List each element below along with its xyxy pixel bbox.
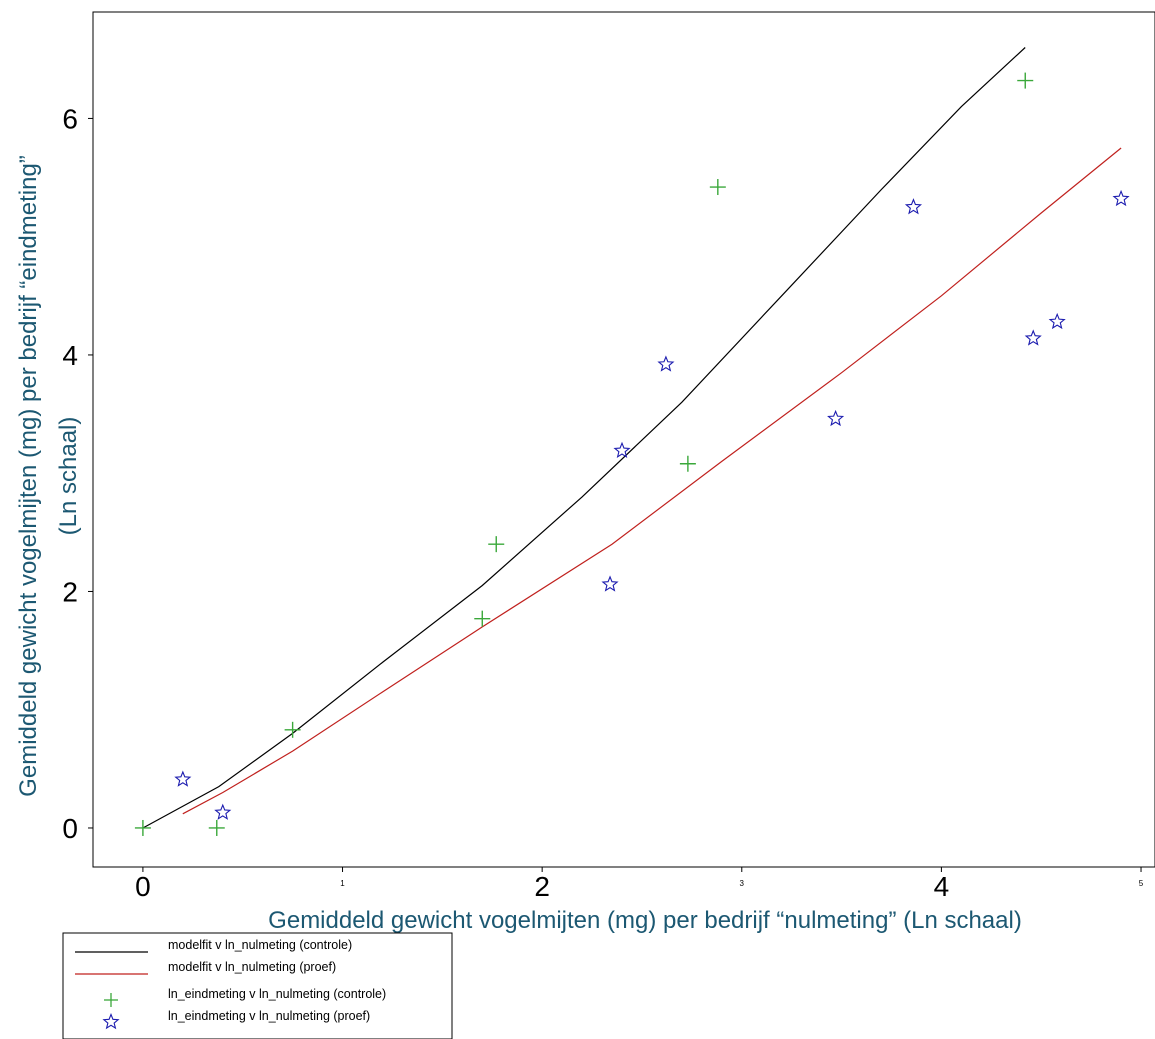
x-tick-label: 1: [340, 879, 345, 888]
legend-label-proef-points: ln_eindmeting v ln_nulmeting (proef): [168, 1009, 370, 1023]
data-point-proef: [613, 441, 631, 458]
x-axis-ticks: 0 1 2 3 4 5: [135, 867, 1144, 902]
y-axis-title-line1: Gemiddeld gewicht vogelmijten (mg) per b…: [15, 155, 42, 797]
y-axis-ticks: 0 2 4 6: [62, 103, 93, 844]
y-axis-title-line2: (Ln schaal): [55, 417, 82, 536]
y-axis-title-group: Gemiddeld gewicht vogelmijten (mg) per b…: [15, 155, 82, 797]
legend-label-control-fit: modelfit v ln_nulmeting (controle): [168, 938, 352, 952]
x-tick-label: 0: [135, 871, 151, 902]
data-point-control: [709, 179, 726, 196]
x-tick-label: 2: [534, 871, 550, 902]
legend: modelfit v ln_nulmeting (controle) model…: [62, 932, 453, 1039]
legend-swatch-proef-points: [102, 1013, 120, 1030]
data-point-proef: [214, 803, 232, 820]
legend-label-control-points: ln_eindmeting v ln_nulmeting (controle): [168, 987, 386, 1001]
data-point-proef: [174, 770, 192, 787]
y-tick-label: 6: [62, 103, 78, 134]
legend-swatch-control-points: [104, 993, 118, 1007]
fit-lines: [142, 47, 1122, 829]
x-axis-title: Gemiddeld gewicht vogelmijten (mg) per b…: [268, 907, 1022, 934]
x-tick-label: 5: [1139, 879, 1144, 888]
data-point-proef: [1048, 312, 1066, 330]
data-point-proef: [601, 575, 619, 592]
x-tick-label: 4: [934, 871, 950, 902]
data-point-control: [679, 455, 696, 472]
series-line-0: [142, 47, 1026, 829]
data-point-proef: [657, 355, 675, 372]
data-markers: [134, 72, 1130, 836]
data-point-control: [208, 819, 225, 836]
data-point-control: [134, 819, 151, 836]
data-point-control: [488, 536, 505, 553]
x-tick-label: 3: [740, 879, 745, 888]
y-tick-label: 0: [62, 813, 78, 844]
data-point-proef: [904, 198, 922, 215]
data-point-proef: [1024, 329, 1042, 346]
y-tick-label: 4: [62, 340, 78, 371]
data-point-proef: [1112, 189, 1130, 207]
data-point-control: [284, 721, 301, 738]
legend-box: [62, 932, 453, 1039]
data-point-control: [474, 610, 491, 627]
series-line-1: [182, 147, 1122, 815]
legend-label-proef-fit: modelfit v ln_nulmeting (proef): [168, 960, 336, 974]
plot-area-frame: [92, 11, 1155, 868]
data-point-control: [1017, 72, 1034, 89]
data-point-proef: [827, 409, 845, 427]
y-tick-label: 2: [62, 576, 78, 607]
